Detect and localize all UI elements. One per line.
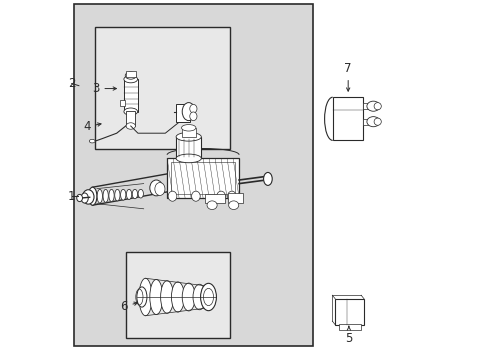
Bar [123, 79, 137, 112]
Ellipse shape [216, 191, 225, 201]
Ellipse shape [168, 191, 177, 201]
Text: 5: 5 [345, 326, 352, 345]
Bar [176, 137, 201, 158]
Ellipse shape [366, 117, 379, 127]
Ellipse shape [176, 154, 201, 163]
Text: 6: 6 [120, 300, 137, 313]
Bar [332, 97, 363, 140]
Ellipse shape [81, 193, 88, 203]
Text: 7: 7 [344, 62, 351, 91]
Ellipse shape [366, 101, 379, 111]
Ellipse shape [88, 187, 97, 205]
Bar [363, 103, 367, 109]
Ellipse shape [149, 279, 163, 315]
Text: 1: 1 [68, 190, 76, 203]
Bar [170, 162, 235, 194]
Bar [125, 71, 136, 77]
Ellipse shape [373, 103, 381, 110]
Bar [176, 104, 190, 122]
Bar [73, 4, 312, 346]
Text: 4: 4 [83, 120, 101, 133]
Ellipse shape [191, 191, 200, 201]
Ellipse shape [189, 104, 197, 113]
Ellipse shape [125, 72, 136, 79]
Ellipse shape [176, 132, 201, 141]
Ellipse shape [373, 118, 381, 125]
Ellipse shape [171, 282, 184, 312]
Ellipse shape [181, 125, 196, 131]
Bar [95, 27, 230, 149]
Bar [228, 193, 242, 203]
Ellipse shape [132, 189, 137, 199]
Bar [126, 111, 135, 126]
Ellipse shape [121, 189, 125, 200]
Bar [181, 128, 196, 137]
Text: 2: 2 [68, 77, 76, 90]
Ellipse shape [182, 283, 195, 311]
Ellipse shape [126, 123, 135, 129]
Ellipse shape [189, 112, 197, 121]
Ellipse shape [126, 189, 131, 199]
Ellipse shape [160, 281, 173, 313]
Ellipse shape [138, 189, 143, 198]
Bar [338, 324, 361, 330]
Bar [204, 194, 224, 203]
Ellipse shape [206, 201, 217, 210]
Ellipse shape [77, 194, 82, 202]
Bar [167, 158, 239, 198]
Ellipse shape [227, 191, 236, 201]
Ellipse shape [89, 139, 95, 143]
Ellipse shape [123, 108, 137, 115]
Ellipse shape [193, 284, 205, 310]
Ellipse shape [137, 287, 146, 307]
Ellipse shape [109, 189, 114, 202]
Ellipse shape [103, 189, 108, 202]
Ellipse shape [115, 189, 120, 201]
Ellipse shape [200, 283, 216, 311]
Ellipse shape [97, 189, 102, 203]
Bar [335, 299, 363, 325]
Text: 3: 3 [92, 82, 116, 95]
Ellipse shape [139, 278, 152, 316]
Bar [120, 100, 124, 106]
Ellipse shape [82, 190, 94, 204]
Bar [125, 252, 230, 338]
Ellipse shape [149, 180, 163, 196]
Ellipse shape [155, 183, 164, 195]
Ellipse shape [182, 103, 195, 121]
Ellipse shape [263, 172, 272, 185]
Bar [363, 119, 367, 125]
Ellipse shape [123, 76, 137, 83]
Ellipse shape [228, 201, 238, 210]
